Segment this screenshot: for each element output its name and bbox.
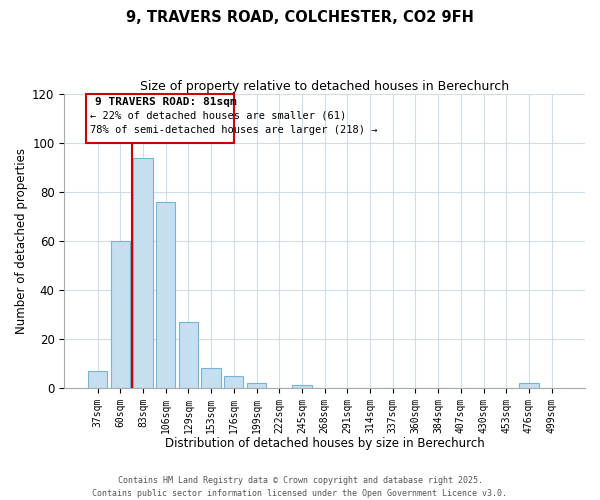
Bar	[202, 368, 221, 388]
Bar	[292, 386, 311, 388]
Text: 9, TRAVERS ROAD, COLCHESTER, CO2 9FH: 9, TRAVERS ROAD, COLCHESTER, CO2 9FH	[126, 10, 474, 25]
Bar	[156, 202, 175, 388]
Bar	[247, 383, 266, 388]
Y-axis label: Number of detached properties: Number of detached properties	[15, 148, 28, 334]
FancyBboxPatch shape	[86, 94, 234, 143]
X-axis label: Distribution of detached houses by size in Berechurch: Distribution of detached houses by size …	[165, 437, 485, 450]
Text: 78% of semi-detached houses are larger (218) →: 78% of semi-detached houses are larger (…	[89, 125, 377, 135]
Bar	[133, 158, 152, 388]
Bar	[179, 322, 198, 388]
Title: Size of property relative to detached houses in Berechurch: Size of property relative to detached ho…	[140, 80, 509, 93]
Bar	[520, 383, 539, 388]
Bar	[224, 376, 244, 388]
Text: Contains HM Land Registry data © Crown copyright and database right 2025.
Contai: Contains HM Land Registry data © Crown c…	[92, 476, 508, 498]
Text: 9 TRAVERS ROAD: 81sqm: 9 TRAVERS ROAD: 81sqm	[95, 96, 236, 106]
Text: ← 22% of detached houses are smaller (61): ← 22% of detached houses are smaller (61…	[89, 110, 346, 120]
Bar	[88, 370, 107, 388]
Bar	[110, 241, 130, 388]
